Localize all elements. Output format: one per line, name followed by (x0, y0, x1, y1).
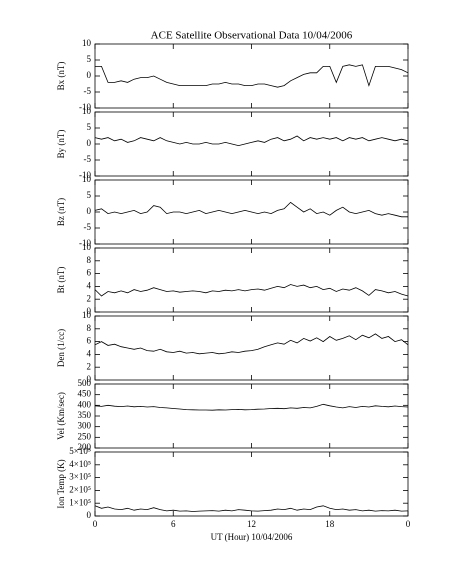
x-axis-label: UT (Hour) 10/04/2006 (211, 532, 293, 542)
y-tick-label: 450 (78, 389, 92, 399)
y-tick-label: 8 (87, 255, 92, 265)
y-tick-label: 5 (87, 122, 92, 132)
y-tick-label: 10 (82, 174, 92, 184)
x-tick-label: 12 (247, 519, 256, 529)
y-tick-label: 4 (87, 280, 92, 290)
y-tick-label: 5 (87, 54, 92, 64)
y-tick-label: 2×10⁵ (69, 484, 91, 494)
y-tick-label: 500 (78, 378, 92, 388)
data-line (94, 135, 409, 147)
y-tick-label: 0 (87, 70, 92, 80)
data-line (94, 403, 409, 411)
x-tick-label: 6 (171, 519, 176, 529)
y-tick-label: 400 (78, 399, 92, 409)
y-tick-label: 10 (82, 38, 92, 48)
data-line (95, 64, 409, 88)
y-tick-label: -10 (79, 170, 91, 180)
y-tick-label: 0 (87, 138, 92, 148)
data-line (94, 284, 409, 297)
y-tick-label: 0 (87, 306, 92, 316)
x-tick-label: 18 (325, 519, 335, 529)
y-tick-label: 2 (87, 293, 92, 303)
y-tick-label: 4×10⁵ (69, 459, 91, 469)
panel-frame (94, 247, 409, 313)
y-tick-label: 300 (78, 421, 92, 431)
y-axis-label: Ion Temp (K) (56, 459, 66, 508)
data-line (94, 505, 409, 512)
y-tick-label: 200 (78, 442, 92, 452)
y-tick-label: 4 (87, 348, 92, 358)
y-axis-label: Bx (nT) (56, 62, 66, 91)
y-tick-label: 250 (78, 431, 92, 441)
x-tick-label: 0 (406, 519, 411, 529)
chart-title: ACE Satellite Observational Data 10/04/2… (151, 30, 353, 42)
y-tick-label: 5 (87, 190, 92, 200)
y-tick-label: 10 (82, 310, 92, 320)
y-axis-label: Den (1/cc) (56, 329, 66, 367)
x-tick-label: 0 (93, 519, 98, 529)
y-tick-label: -10 (79, 102, 91, 112)
panel-frame (94, 383, 409, 449)
y-tick-label: 6 (87, 336, 92, 346)
y-tick-label: 10 (82, 106, 92, 116)
y-tick-label: -5 (84, 154, 92, 164)
y-tick-label: 2 (87, 361, 92, 371)
panel-frame (94, 315, 409, 381)
panel-frame (94, 451, 409, 517)
panel-frame (94, 43, 409, 109)
y-tick-label: 350 (78, 410, 92, 420)
y-tick-label: 0 (87, 374, 92, 384)
y-tick-label: 10 (82, 242, 92, 252)
data-line (94, 333, 409, 355)
y-tick-label: 8 (87, 323, 92, 333)
y-axis-label: By (nT) (56, 130, 66, 159)
y-tick-label: -10 (79, 238, 91, 248)
y-tick-label: -5 (84, 86, 92, 96)
y-axis-label: Bt (nT) (56, 267, 66, 294)
y-tick-label: 0 (87, 510, 92, 520)
y-tick-label: 6 (87, 268, 92, 278)
y-tick-label: 1×10⁵ (69, 497, 91, 507)
y-tick-label: 5×10⁵ (69, 446, 91, 456)
y-axis-label: Bz (nT) (56, 198, 66, 226)
y-axis-label: Vel (Km/sec) (56, 392, 66, 440)
data-line (94, 201, 408, 218)
y-tick-label: -5 (84, 222, 92, 232)
y-tick-label: 0 (87, 206, 92, 216)
y-tick-label: 3×10⁵ (69, 472, 91, 482)
panel-frame (94, 111, 409, 177)
